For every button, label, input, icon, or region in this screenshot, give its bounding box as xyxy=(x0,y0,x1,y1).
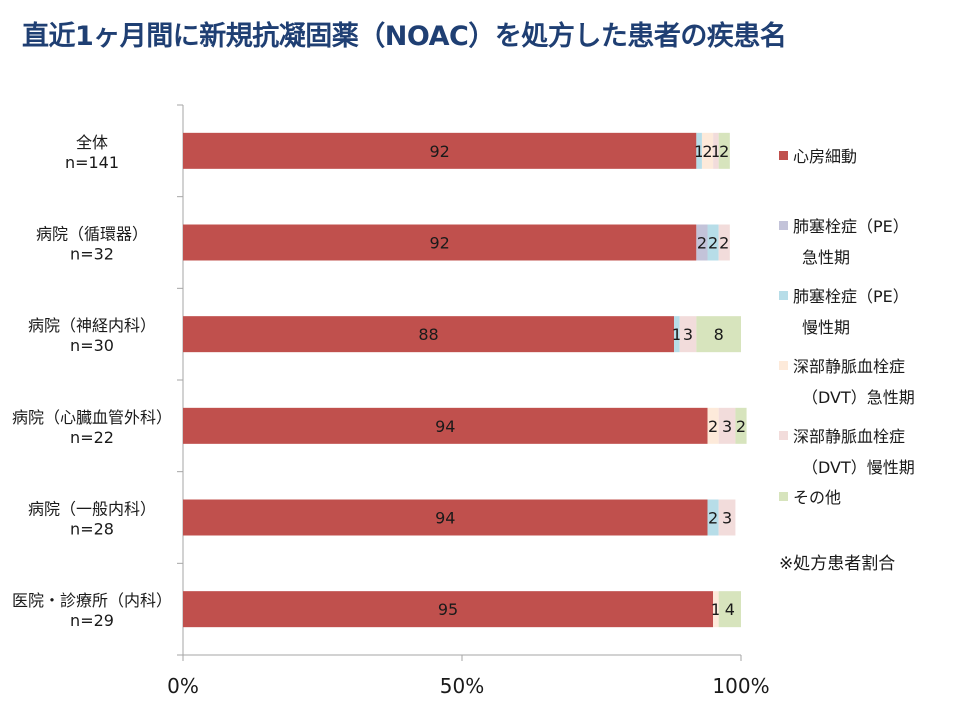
legend-label: 深部静脈血栓症（DVT）慢性期 xyxy=(793,427,915,477)
bar-segment xyxy=(707,224,719,261)
data-label: 88 xyxy=(418,325,438,344)
data-label: 4 xyxy=(725,600,735,619)
chart-axes xyxy=(177,104,742,661)
category-label: 病院（一般内科） n=28 xyxy=(28,500,156,539)
bar-segment xyxy=(718,407,736,444)
legend-label: 肺塞栓症（PE）急性期 xyxy=(793,217,909,267)
bar-segment xyxy=(183,591,714,628)
legend-swatch xyxy=(779,431,788,440)
bar-segment xyxy=(183,316,675,353)
data-label: 94 xyxy=(435,417,455,436)
bar-segment xyxy=(718,591,741,628)
bar-segment xyxy=(707,499,719,536)
category-label: 病院（心臓血管外科） n=22 xyxy=(12,408,172,447)
data-label: 2 xyxy=(708,417,718,436)
bar-segment xyxy=(696,224,708,261)
legend-swatch xyxy=(779,151,788,160)
legend-label: その他 xyxy=(793,488,841,507)
category-label: 医院・診療所（内科） n=29 xyxy=(12,591,172,630)
legend-label: 心房細動 xyxy=(793,147,857,166)
data-label: 3 xyxy=(722,417,732,436)
bar-segment xyxy=(696,132,702,169)
category-labels: 全体 n=141 病院（循環器） n=32 病院（神経内科） n=30 病院（心臓血管外科）… xyxy=(12,133,172,630)
data-label: 2 xyxy=(719,234,729,253)
x-tick-label: 50% xyxy=(440,674,484,698)
data-label: 92 xyxy=(430,234,450,253)
bar-segment xyxy=(735,407,747,444)
legend-swatch xyxy=(779,291,788,300)
bar-segment xyxy=(183,499,708,536)
bar-segment xyxy=(183,132,697,169)
x-tick-label: 100% xyxy=(712,674,769,698)
bar-segment xyxy=(718,132,730,169)
bar-segment xyxy=(718,224,730,261)
data-label: 2 xyxy=(719,142,729,161)
data-label: 1 xyxy=(711,142,721,161)
legend-label: 肺塞栓症（PE）慢性期 xyxy=(793,287,909,337)
data-label: 95 xyxy=(438,600,458,619)
x-axis-ticks: 0% 50% 100% xyxy=(167,674,769,698)
data-label: 3 xyxy=(722,509,732,528)
bar-segment xyxy=(707,407,719,444)
legend-swatch xyxy=(779,361,788,370)
data-label: 2 xyxy=(708,509,718,528)
chart-note: ※処方患者割合 xyxy=(779,554,895,574)
category-label: 病院（循環器） n=32 xyxy=(36,225,148,264)
data-label: 1 xyxy=(694,142,704,161)
bar-segment xyxy=(183,407,708,444)
chart-title: 直近1ヶ月間に新規抗凝固薬（NOAC）を処方した患者の疾患名 xyxy=(22,21,787,52)
chart-legend: 心房細動肺塞栓症（PE）急性期肺塞栓症（PE）慢性期深部静脈血栓症（DVT）急性… xyxy=(779,147,915,507)
bar-segment xyxy=(183,224,697,261)
category-label: 病院（神経内科） n=30 xyxy=(28,316,156,355)
data-label: 3 xyxy=(683,325,693,344)
legend-label: 深部静脈血栓症（DVT）急性期 xyxy=(793,357,915,407)
data-label: 1 xyxy=(672,325,682,344)
legend-swatch xyxy=(779,221,788,230)
bar-segment xyxy=(713,132,719,169)
bar-segment xyxy=(674,316,680,353)
bar-segment xyxy=(696,316,741,353)
data-label: 2 xyxy=(702,142,712,161)
data-label: 8 xyxy=(714,325,724,344)
data-label: 2 xyxy=(736,417,746,436)
data-label: 94 xyxy=(435,509,455,528)
bar-segment xyxy=(679,316,697,353)
category-label: 全体 n=141 xyxy=(65,133,119,172)
data-label: 2 xyxy=(708,234,718,253)
bar-segment xyxy=(713,591,719,628)
legend-swatch xyxy=(779,492,788,501)
data-label: 92 xyxy=(430,142,450,161)
bar-segment xyxy=(701,132,714,169)
bar-segment xyxy=(718,499,736,536)
x-tick-label: 0% xyxy=(167,674,199,698)
data-label: 2 xyxy=(697,234,707,253)
data-label: 1 xyxy=(711,600,721,619)
